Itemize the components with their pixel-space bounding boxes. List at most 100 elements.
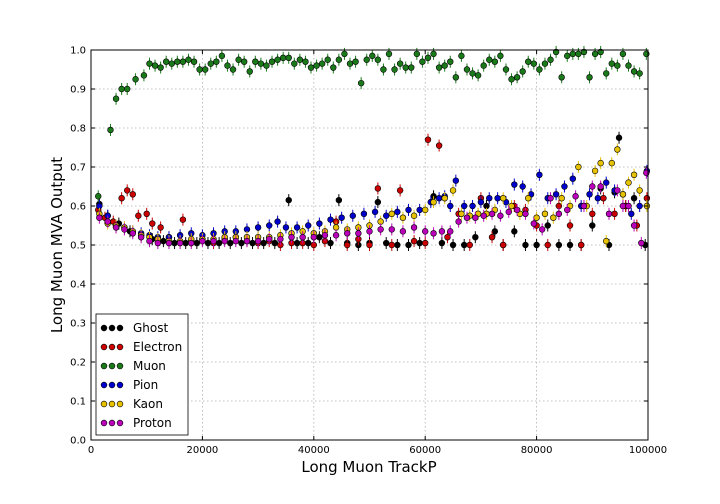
kaon-point xyxy=(614,143,621,156)
electron-marker xyxy=(544,241,551,249)
kaon-point xyxy=(422,203,429,216)
proton-marker xyxy=(232,237,240,245)
proton-point xyxy=(513,203,521,216)
muon-marker xyxy=(369,52,376,60)
proton-marker xyxy=(377,226,384,233)
pion-point xyxy=(282,221,290,234)
muon-point xyxy=(151,59,159,72)
x-tick-label: 100000 xyxy=(629,445,667,456)
kaon-marker xyxy=(541,210,549,218)
proton-point xyxy=(589,180,596,193)
muon-marker xyxy=(430,50,437,58)
ghost-marker xyxy=(522,241,529,249)
muon-point xyxy=(132,73,139,86)
kaon-point xyxy=(636,184,643,197)
proton-marker xyxy=(121,226,128,233)
legend-item-electron: Electron xyxy=(100,340,182,354)
electron-marker xyxy=(566,222,574,229)
legend-marker xyxy=(116,343,124,351)
muon-point xyxy=(190,55,198,68)
muon-point xyxy=(252,55,259,68)
kaon-marker xyxy=(525,195,532,202)
muon-marker xyxy=(307,64,315,71)
muon-point xyxy=(213,55,220,68)
pion-marker xyxy=(511,181,518,188)
muon-point xyxy=(207,57,214,70)
muon-marker xyxy=(118,85,125,93)
muon-marker xyxy=(513,74,521,81)
electron-marker xyxy=(157,224,164,231)
electron-point xyxy=(577,239,585,251)
muon-point xyxy=(118,83,125,95)
ghost-point xyxy=(533,239,540,251)
ghost-marker xyxy=(327,239,334,247)
muon-marker xyxy=(385,50,393,58)
muon-point xyxy=(357,77,365,90)
muon-marker xyxy=(419,58,426,65)
proton-point xyxy=(137,231,145,244)
muon-marker xyxy=(341,50,348,58)
muon-marker xyxy=(474,72,482,79)
proton-marker xyxy=(129,230,136,237)
muon-marker xyxy=(252,58,259,65)
legend-label: Electron xyxy=(133,340,182,354)
pion-marker xyxy=(360,210,368,218)
legend: Ghost Electron Muon Pion Kaon Proton xyxy=(95,313,189,436)
electron-point xyxy=(179,213,187,226)
muon-marker xyxy=(201,66,209,73)
proton-point xyxy=(277,233,284,246)
pion-point xyxy=(486,192,493,205)
muon-marker xyxy=(363,56,370,63)
proton-point xyxy=(505,205,512,218)
muon-marker xyxy=(491,58,499,65)
y-tick-label: 0.2 xyxy=(70,358,86,369)
muon-marker xyxy=(257,60,265,67)
muon-marker xyxy=(296,56,304,63)
proton-marker xyxy=(530,220,538,227)
muon-point xyxy=(502,63,510,76)
pion-marker xyxy=(486,195,493,202)
proton-point xyxy=(638,237,645,250)
pion-marker xyxy=(469,202,476,210)
electron-point xyxy=(310,239,317,251)
pion-marker xyxy=(561,183,568,190)
muon-point xyxy=(179,55,187,68)
muon-marker xyxy=(558,74,565,81)
muon-point xyxy=(541,57,549,70)
proton-point xyxy=(154,237,162,250)
muon-point xyxy=(625,59,632,72)
muon-marker xyxy=(218,52,226,60)
electron-marker xyxy=(422,239,429,247)
muon-marker xyxy=(224,62,231,69)
electron-point xyxy=(143,207,150,220)
ghost-marker xyxy=(555,241,563,249)
ghost-marker xyxy=(460,241,468,249)
pion-point xyxy=(636,200,643,212)
y-tick-label: 0.4 xyxy=(70,280,86,291)
kaon-point xyxy=(603,235,610,248)
ghost-point xyxy=(383,237,390,250)
proton-marker xyxy=(472,214,479,221)
ticks-layer: 0 20000 40000 60000 80000 100000 0.0 0.1 0.2 0.3 0… xyxy=(70,46,667,457)
muon-marker xyxy=(302,58,309,65)
muon-point xyxy=(486,53,493,66)
proton-point xyxy=(243,235,251,248)
proton-point xyxy=(332,229,340,242)
electron-point xyxy=(435,139,443,152)
muon-point xyxy=(525,55,532,68)
pion-point xyxy=(603,176,610,189)
ghost-point xyxy=(566,239,574,251)
muon-point xyxy=(469,67,476,80)
muon-marker xyxy=(547,56,554,63)
legend-item-muon: Muon xyxy=(100,359,166,373)
muon-marker xyxy=(435,64,443,71)
proton-marker xyxy=(137,234,145,241)
muon-marker xyxy=(246,68,253,75)
electron-marker xyxy=(129,191,136,198)
ghost-marker xyxy=(215,239,223,247)
electron-point xyxy=(388,239,395,251)
muon-marker xyxy=(502,66,510,73)
muon-point xyxy=(447,55,454,68)
proton-marker xyxy=(410,224,418,231)
